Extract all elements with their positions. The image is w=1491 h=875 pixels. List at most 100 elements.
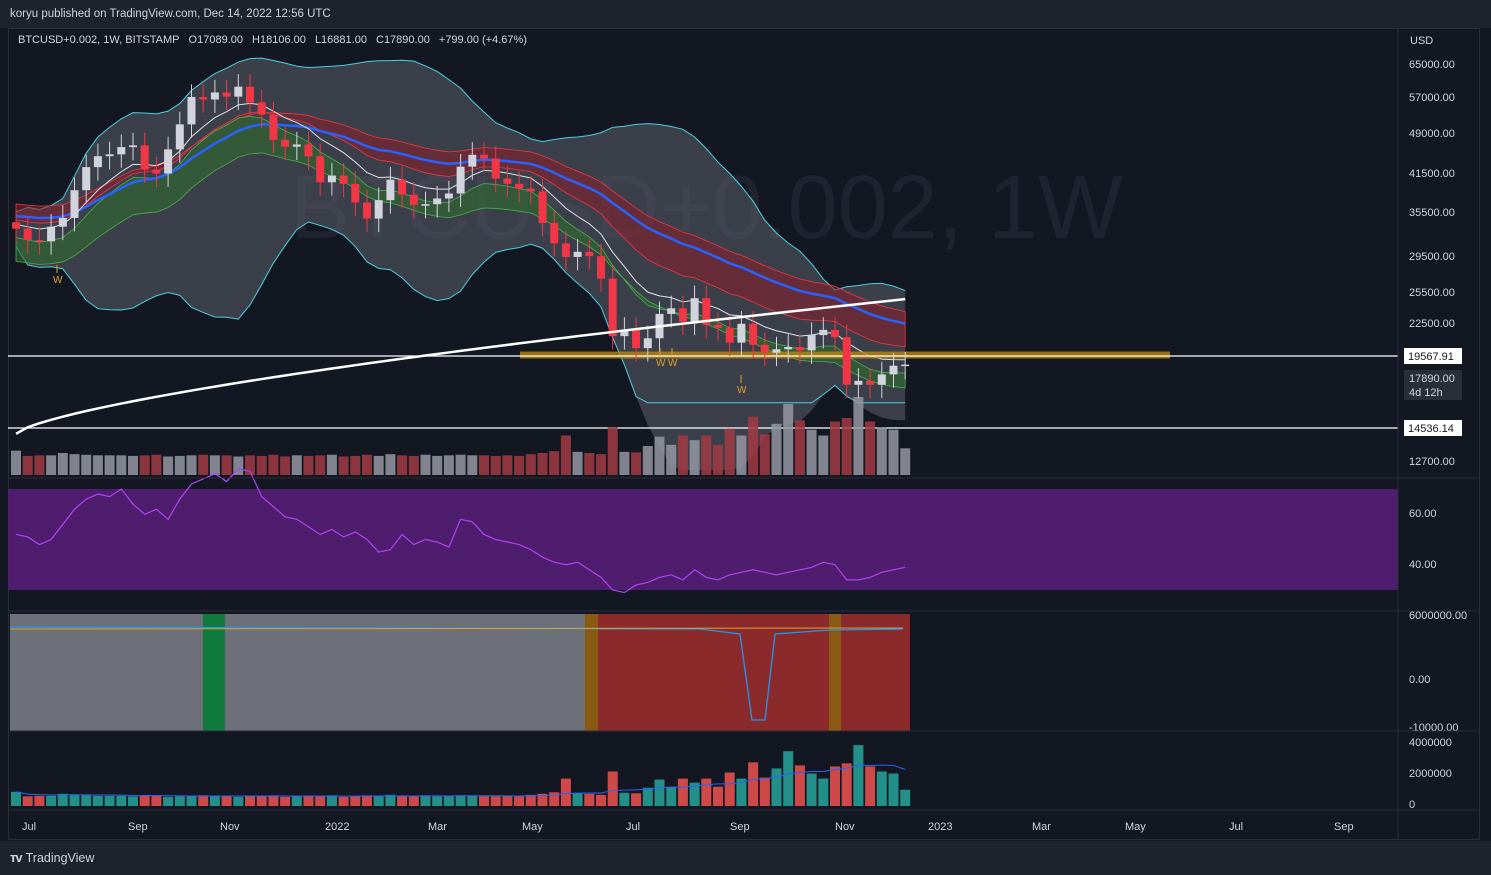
candle-body: [327, 175, 336, 183]
candle-body: [831, 329, 839, 338]
price-axis-unit: USD: [1410, 35, 1433, 47]
volume-bar: [362, 795, 372, 806]
time-axis-tick: May: [1125, 821, 1146, 833]
legend-high: H18106.00: [252, 34, 306, 46]
volume-bar-main: [490, 455, 501, 475]
level-price-label: 19567.91: [1408, 351, 1454, 363]
time-axis-tick: Mar: [1032, 821, 1051, 833]
volume-bar: [818, 778, 829, 806]
volume-bar: [724, 772, 735, 806]
candle-body: [760, 344, 769, 353]
candle-body: [105, 154, 114, 157]
w-marker-label: W: [656, 358, 666, 369]
candle-body: [269, 114, 278, 140]
time-axis-tick: Sep: [128, 821, 148, 833]
volume-bar: [584, 793, 595, 806]
candle-body: [725, 327, 734, 343]
volume-bar-main: [467, 455, 478, 475]
candle-body: [292, 144, 301, 147]
volume-bar: [677, 778, 688, 806]
volume-bar: [432, 796, 443, 806]
candle-body: [714, 324, 722, 328]
osc-axis-tick: 6000000.00: [1409, 610, 1467, 622]
volume-bar-main: [420, 454, 431, 475]
volume-bar: [151, 795, 162, 806]
volume-bar-main: [280, 456, 291, 475]
volume-bar-main: [549, 451, 560, 475]
candle-body: [117, 147, 126, 155]
time-axis-tick: Jul: [1229, 821, 1243, 833]
volume-bar-main: [432, 455, 443, 475]
candle-body: [819, 329, 828, 336]
price-axis-tick: 29500.00: [1409, 251, 1455, 263]
w-marker-label: W: [668, 358, 678, 369]
volume-bar: [397, 795, 408, 806]
volume-bar: [572, 792, 583, 806]
volume-bar: [888, 773, 899, 806]
time-axis-tick: Nov: [835, 821, 855, 833]
volume-bar: [315, 795, 326, 806]
price-axis-tick: 12700.00: [1409, 456, 1455, 468]
candle-body: [257, 102, 266, 115]
volume-bar-main: [186, 455, 197, 475]
volume-bar-main: [584, 453, 595, 475]
ema-ribbon-green: [15, 116, 906, 389]
time-axis-tick: Nov: [220, 821, 240, 833]
tradingview-logo[interactable]: ᴛᴠ TradingView: [10, 850, 94, 865]
volume-bar-main: [888, 429, 899, 475]
osc-region-orange: [585, 614, 598, 731]
volume-bar: [794, 765, 805, 806]
legend-open: O17089.00: [188, 34, 243, 46]
candle-body: [363, 202, 371, 219]
candle-body: [503, 178, 512, 184]
candle-body: [784, 347, 793, 350]
time-axis-tick: Jul: [626, 821, 640, 833]
volume-bar-main: [596, 454, 606, 475]
volume-bar: [642, 787, 653, 806]
candle-body: [129, 145, 137, 148]
volume-bar: [479, 795, 489, 806]
candle-body: [246, 86, 254, 103]
candle-body: [93, 156, 102, 168]
volume-bar-main: [81, 454, 92, 475]
volume-bar: [467, 795, 478, 806]
volume-bar-main: [514, 455, 525, 475]
price-axis-tick: 22500.00: [1409, 318, 1455, 330]
candle-body: [12, 222, 20, 229]
candle-body: [164, 149, 173, 174]
volume-bar-main: [174, 455, 185, 475]
volume-bar-main: [455, 454, 466, 475]
time-axis-tick: Sep: [1334, 821, 1354, 833]
time-axis-tick: Jul: [22, 821, 36, 833]
volume-bar-main: [876, 427, 887, 475]
volume-bar-main: [748, 416, 759, 475]
volume-bar: [865, 766, 876, 806]
volume-bar: [830, 766, 840, 806]
time-axis-tick: May: [522, 821, 543, 833]
osc-line-blue: [9, 626, 904, 721]
candle-body: [35, 239, 44, 242]
volume-axis-tick: 4000000: [1409, 737, 1452, 749]
volume-bar-main: [689, 440, 700, 475]
bollinger-cloud: [16, 58, 906, 470]
volume-bar: [233, 796, 244, 806]
volume-bar: [853, 745, 864, 806]
candle-body: [409, 194, 418, 205]
volume-bar-main: [11, 450, 21, 475]
legend-symbol: BTCUSD+0.002, 1W, BITSTAMP: [18, 34, 180, 46]
volume-bar: [689, 782, 700, 806]
volume-bar-main: [619, 451, 630, 475]
price-axis-tick: 25500.00: [1409, 287, 1455, 299]
candle-body: [585, 251, 594, 257]
volume-bar-main: [771, 423, 782, 475]
rsi-axis-tick: 60.00: [1409, 508, 1437, 520]
volume-bar: [57, 793, 68, 806]
volume-bar: [759, 777, 770, 806]
candle-body: [210, 92, 219, 100]
price-axis-tick: 65000.00: [1409, 59, 1455, 71]
volume-bar-main: [92, 455, 103, 475]
osc-axis-tick: 0.00: [1409, 674, 1430, 686]
price-axis-tick: 49000.00: [1409, 128, 1455, 140]
volume-bar: [128, 796, 138, 806]
